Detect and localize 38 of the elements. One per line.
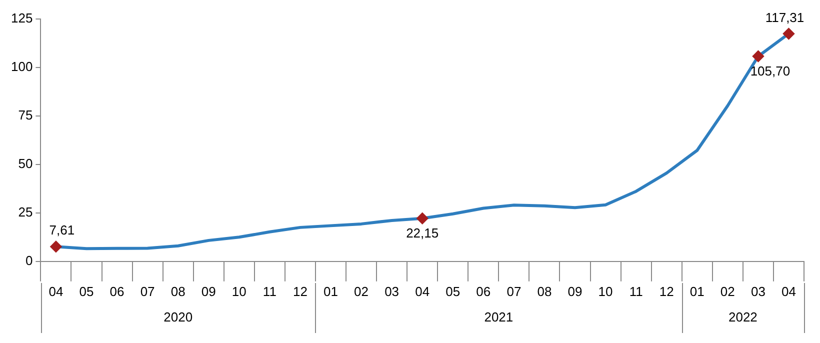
x-tick-label: 04: [415, 284, 430, 299]
data-label: 7,61: [49, 222, 75, 238]
data-label: 117,31: [765, 10, 804, 25]
text: 2022: [728, 310, 758, 325]
x-tick-label: 01: [324, 284, 338, 299]
y-tick-label: 0: [25, 252, 33, 268]
x-tick-label: 09: [201, 284, 216, 299]
y-tick-label: 100: [10, 58, 33, 74]
x-tick-label: 03: [384, 284, 400, 299]
x-tick-label: 12: [659, 284, 674, 299]
x-tick-label: 10: [232, 284, 246, 299]
x-tick-label: 02: [720, 284, 735, 299]
data-label: 105,70: [750, 63, 790, 78]
x-tick-label: 06: [476, 284, 491, 299]
x-tick-label: 04: [782, 284, 796, 299]
y-tick-label: 125: [10, 10, 33, 26]
x-tick-label: 07: [140, 284, 155, 299]
x-tick-label: 02: [354, 284, 369, 299]
x-tick-label: 08: [537, 284, 552, 299]
x-tick-label: 10: [598, 284, 613, 299]
y-tick-label: 50: [18, 156, 33, 171]
x-tick-label: 11: [629, 284, 643, 299]
x-tick-label: 05: [79, 284, 94, 299]
text: 2020: [164, 310, 193, 325]
x-tick-label: 01: [690, 284, 704, 299]
x-tick-label: 11: [262, 284, 276, 299]
data-label: 22,15: [406, 225, 439, 240]
x-tick-label: 09: [568, 284, 582, 299]
x-tick-label: 05: [446, 284, 460, 299]
text: 2021: [484, 310, 514, 325]
x-tick-label: 06: [110, 284, 124, 299]
x-tick-label: 04: [48, 284, 64, 299]
y-tick-label: 25: [18, 204, 33, 220]
x-tick-label: 12: [292, 284, 308, 299]
x-tick-label: 07: [506, 284, 522, 299]
y-tick-label: 75: [18, 107, 33, 122]
x-tick-label: 08: [170, 284, 186, 299]
x-tick-label: 03: [750, 284, 766, 299]
